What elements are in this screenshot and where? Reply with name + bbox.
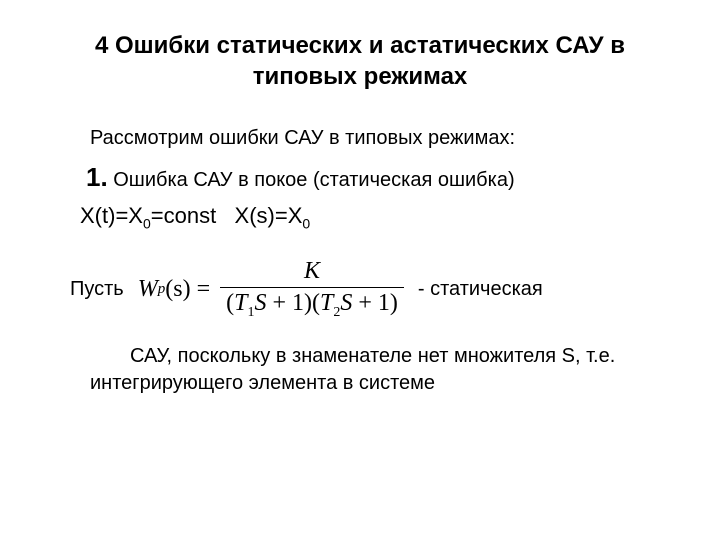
eq2-sub: 0 (302, 216, 310, 232)
den-T2: T (320, 290, 333, 316)
list-item-1: 1. Ошибка САУ в покое (статическая ошибк… (86, 162, 670, 193)
wp-arg: (s) (165, 276, 190, 303)
formula-expression: Wp(s) = K (T1S + 1)(T2S + 1) (138, 258, 404, 321)
eq-gap (216, 203, 234, 228)
wp-sub: p (158, 281, 166, 298)
den-S1: S (254, 290, 266, 316)
formula-left-label: Пусть (70, 278, 124, 301)
slide-title: 4 Ошибки статических и астатических САУ … (50, 30, 670, 92)
item-number: 1. (86, 162, 108, 192)
eq1-post: =const (151, 203, 216, 228)
den-S2: S (340, 290, 352, 316)
formula-fraction: K (T1S + 1)(T2S + 1) (220, 258, 404, 321)
den-open: ( (226, 290, 234, 316)
formula-right-label: - статическая (418, 278, 543, 301)
den-mid: + 1)( (266, 290, 320, 316)
body-paragraph: САУ, поскольку в знаменателе нет множите… (90, 343, 660, 397)
wp-W: W (138, 276, 158, 303)
intro-text: Рассмотрим ошибки САУ в типовых режимах: (90, 127, 670, 150)
eq2-pre: X(s)=X (235, 203, 303, 228)
fraction-numerator: K (298, 258, 326, 288)
eq1-pre: X(t)=X (80, 203, 143, 228)
den-T1: T (234, 290, 247, 316)
equations-line: X(t)=X0=const X(s)=X0 (80, 203, 670, 231)
eq1-sub: 0 (143, 216, 151, 232)
formula-row: Пусть Wp(s) = K (T1S + 1)(T2S + 1) - ста… (70, 258, 670, 321)
item-text: Ошибка САУ в покое (статическая ошибка) (108, 169, 515, 191)
den-close: + 1) (352, 290, 398, 316)
formula-equals: = (197, 276, 211, 303)
fraction-denominator: (T1S + 1)(T2S + 1) (220, 287, 404, 321)
